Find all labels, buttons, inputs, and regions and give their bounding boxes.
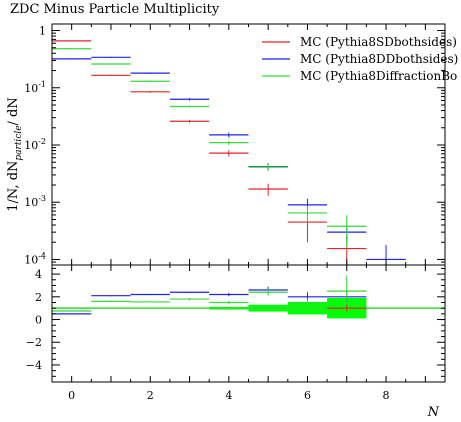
ratio-y-tick-label-0: 4 — [35, 268, 42, 281]
y-tick-label-3: 10-3 — [24, 194, 46, 209]
x-tick-label-0: 0 — [68, 389, 75, 402]
x-tick-label-3: 6 — [304, 389, 311, 402]
legend-label-2: MC (Pythia8DiffractionBo — [300, 69, 457, 83]
y-tick-label-0: 1 — [39, 25, 46, 38]
legend-label-1: MC (Pythia8DDbothsides) — [300, 52, 458, 66]
legend-label-0: MC (Pythia8SDbothsides) — [300, 35, 457, 49]
legend: MC (Pythia8SDbothsides) MC (Pythia8DDboth… — [262, 35, 458, 83]
tick-labels: 1 10-1 10-2 10-3 10-4 4 2 0 −2 −4 0 2 4 6 8 N 1/N, dNpar… — [6, 25, 440, 420]
ratio-y-tick-label-2: 0 — [35, 314, 42, 327]
chart-title: ZDC Minus Particle Multiplicity — [10, 2, 220, 17]
x-tick-label-4: 8 — [383, 389, 390, 402]
ratio-y-tick-label-1: 2 — [35, 291, 42, 304]
ratio-y-tick-label-4: −4 — [26, 359, 42, 372]
y-axis-label: 1/N, dNparticle/ dN — [6, 97, 24, 212]
y-tick-label-2: 10-2 — [24, 137, 46, 152]
y-tick-label-1: 10-1 — [24, 80, 46, 95]
ratio-y-tick-label-3: −2 — [26, 336, 42, 349]
x-tick-label-2: 4 — [225, 389, 232, 402]
x-axis-label: N — [427, 405, 440, 420]
ratio-plot-frame — [51, 264, 446, 383]
x-tick-label-1: 2 — [147, 389, 154, 402]
axis-ticks — [52, 24, 445, 382]
series-layer — [52, 40, 445, 315]
y-tick-label-4: 10-4 — [24, 251, 46, 266]
